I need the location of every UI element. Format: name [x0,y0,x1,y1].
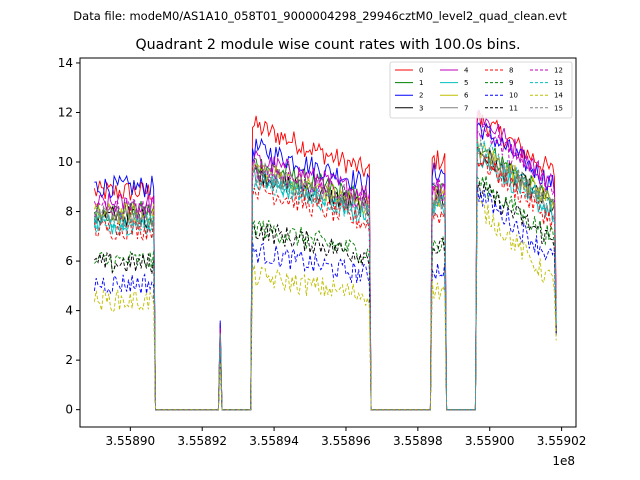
series-line-8 [93,154,557,411]
y-tick-label: 14 [58,56,73,70]
legend-label-5: 5 [464,79,468,87]
legend-box [389,61,573,119]
x-tick-label: 3.55890 [106,434,156,448]
y-tick-label: 8 [65,205,73,219]
y-axis: 0 2 4 6 8 10 12 14 [58,56,80,417]
x-tick-label: 3.55892 [177,434,227,448]
legend-label-0: 0 [419,67,423,75]
x-tick-label: 3.55898 [393,434,443,448]
legend-label-4: 4 [464,67,469,75]
plot-area [93,109,557,411]
series-line-11 [94,182,557,411]
legend-label-9: 9 [509,79,513,87]
x-tick-label: 3.55896 [321,434,371,448]
series-line-15 [93,139,557,411]
y-tick-label: 4 [65,304,73,318]
axes-frame [79,57,577,428]
legend-label-10: 10 [509,92,518,100]
chart-suptitle: Data file: modeM0/AS1A10_058T01_90000042… [73,9,567,23]
y-tick-label: 10 [58,155,73,169]
chart-title: Quadrant 2 module wise count rates with … [135,37,520,53]
legend-label-3: 3 [419,104,423,112]
y-tick-label: 12 [58,105,73,119]
legend-label-15: 15 [554,104,563,112]
x-offset-label: 1e8 [552,454,575,468]
y-tick-label: 2 [65,353,73,367]
legend-label-1: 1 [419,79,423,87]
y-tick-label: 0 [65,403,73,417]
y-tick-label: 6 [65,254,73,268]
legend-label-6: 6 [464,92,469,100]
legend-label-7: 7 [464,104,468,112]
legend-label-14: 14 [554,92,563,100]
x-tick-label: 3.55900 [465,434,515,448]
x-axis: 3.55890 3.55892 3.55894 3.55896 3.55898 3.559… [106,427,587,448]
x-tick-label: 3.55902 [537,434,587,448]
legend-label-2: 2 [419,92,423,100]
legend-label-12: 12 [554,67,563,75]
x-tick-label: 3.55894 [249,434,299,448]
legend-label-11: 11 [509,104,518,112]
legend-label-13: 13 [554,79,563,87]
series-line-9 [94,174,557,411]
legend-label-8: 8 [509,67,513,75]
series-line-12 [93,124,557,411]
